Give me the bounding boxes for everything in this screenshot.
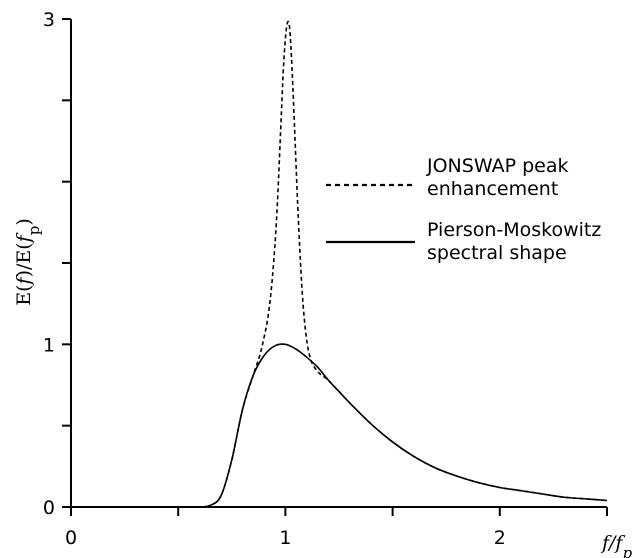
x-tick-label: 0	[65, 527, 77, 549]
jonswap-series-line	[199, 20, 608, 508]
axes: 0 1 2 0 1 3	[43, 9, 608, 549]
legend-label: enhancement	[427, 178, 558, 200]
series-layer	[71, 20, 608, 508]
y-tick-label: 0	[43, 497, 55, 519]
y-axis-title: E(f)/E(fp)	[13, 218, 43, 306]
y-tick-label: 1	[43, 334, 55, 356]
legend-label: Pierson-Moskowitz	[427, 219, 601, 241]
x-axis-title: f/fp	[600, 532, 632, 558]
x-ticks: 0 1 2	[65, 507, 608, 549]
x-tick-label: 1	[279, 527, 291, 549]
y-tick-label: 3	[43, 9, 55, 31]
x-tick-label: 2	[494, 527, 506, 549]
legend-label: JONSWAP peak	[426, 155, 568, 177]
legend-label: spectral shape	[427, 242, 567, 264]
y-ticks: 0 1 3	[43, 9, 71, 519]
pierson-moskowitz-series-line	[71, 343, 608, 508]
